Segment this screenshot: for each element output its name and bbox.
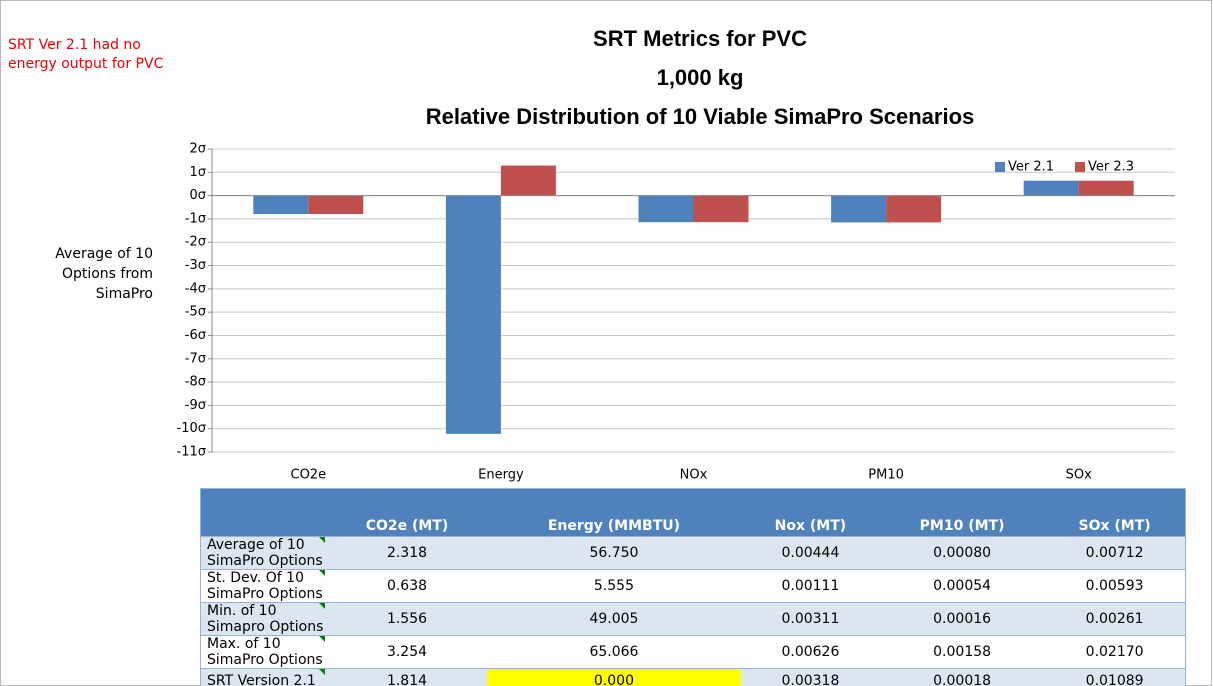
table-row: SRT Version 2.1 1.814 0.000 0.00318 0.00018 0… [200, 668, 1186, 686]
table-row: Max. of 10 SimaPro Options 3.254 65.066 0.0… [200, 635, 1186, 669]
y-tick-label: 0σ [189, 188, 206, 203]
row-label: Max. of 10 SimaPro Options [200, 635, 327, 669]
chart-title: SRT Metrics for PVC [593, 26, 807, 51]
y-tick-label: -2σ [185, 235, 206, 250]
table-cell: 56.750 [487, 536, 741, 570]
header-cell: CO2e (MT) [327, 488, 487, 537]
table-cell: 65.066 [487, 635, 741, 669]
bar [500, 165, 556, 196]
bar [308, 195, 364, 215]
table-cell: 0.00444 [740, 536, 880, 570]
x-tick-label: CO2e [291, 468, 327, 483]
table-cell: 0.00261 [1044, 602, 1186, 636]
x-tick-label: SOx [1066, 468, 1092, 483]
table-cell: 0.02170 [1044, 635, 1186, 669]
table-cell: 0.00111 [740, 569, 880, 603]
table-cell: 0.00158 [879, 635, 1045, 669]
y-tick-label: -8σ [185, 375, 206, 390]
header-cell: SOx (MT) [1044, 488, 1186, 537]
table-cell: 5.555 [487, 569, 741, 603]
table-cell: 0.00080 [879, 536, 1045, 570]
table-cell: 0.00016 [879, 602, 1045, 636]
table-cell: 0.000 [487, 668, 741, 686]
bar [1023, 180, 1079, 196]
table-row: Average of 10 SimaPro Options 2.318 56.750… [200, 536, 1186, 570]
bar [886, 195, 942, 223]
header-cell: PM10 (MT) [879, 488, 1045, 537]
bar [445, 195, 501, 434]
table-cell: 0.638 [327, 569, 487, 603]
table-cell: 1.814 [327, 668, 487, 686]
chart-subtitle: 1,000 kg [657, 65, 744, 90]
row-label: St. Dev. Of 10 SimaPro Options [200, 569, 327, 603]
table-cell: 3.254 [327, 635, 487, 669]
table-row: Min. of 10 Simapro Options 1.556 49.005 0.0… [200, 602, 1186, 636]
bar [638, 195, 694, 223]
y-tick-label: -6σ [185, 328, 206, 343]
table-cell: 0.00318 [740, 668, 880, 686]
table-cell: 0.00626 [740, 635, 880, 669]
row-label: Min. of 10 Simapro Options [200, 602, 327, 636]
header-cell [200, 488, 327, 537]
y-tick-label: -3σ [185, 258, 206, 273]
legend-label: Ver 2.3 [1088, 160, 1134, 175]
legend-label: Ver 2.1 [1008, 160, 1054, 175]
header-cell: Nox (MT) [740, 488, 880, 537]
row-label: Average of 10 SimaPro Options [200, 536, 327, 570]
y-tick-label: 2σ [189, 142, 206, 157]
y-tick-label: -4σ [185, 281, 206, 296]
x-tick-label: Energy [478, 468, 524, 483]
table-cell: 2.318 [327, 536, 487, 570]
y-axis-label: Average of 10 Options from SimaPro [55, 246, 153, 302]
table-cell: 0.00712 [1044, 536, 1186, 570]
bar [1078, 180, 1134, 196]
annotation: SRT Ver 2.1 had no energy output for PVC [8, 37, 164, 72]
y-tick-label: -11σ [177, 445, 206, 460]
table-cell: 0.01089 [1044, 668, 1186, 686]
chart-subtitle: Relative Distribution of 10 Viable SimaP… [426, 104, 975, 129]
bar [693, 195, 749, 223]
y-tick-label: -5σ [185, 305, 206, 320]
header-cell: Energy (MMBTU) [487, 488, 741, 537]
data-table: CO2e (MT) Energy (MMBTU) Nox (MT) PM10 (MT)… [200, 488, 1186, 686]
legend-swatch [1075, 162, 1085, 172]
y-tick-label: -7σ [185, 351, 206, 366]
x-tick-label: NOx [680, 468, 708, 483]
x-tick-label: PM10 [868, 468, 904, 483]
bar [253, 195, 309, 215]
table-cell: 0.00311 [740, 602, 880, 636]
row-label: SRT Version 2.1 [200, 668, 327, 686]
y-tick-label: -1σ [185, 211, 206, 226]
table-row: St. Dev. Of 10 SimaPro Options 0.638 5.555… [200, 569, 1186, 603]
y-tick-label: 1σ [189, 165, 206, 180]
table-cell: 49.005 [487, 602, 741, 636]
y-tick-label: -9σ [185, 398, 206, 413]
y-tick-label: -10σ [177, 421, 206, 436]
table-cell: 1.556 [327, 602, 487, 636]
table-cell: 0.00054 [879, 569, 1045, 603]
legend-swatch [995, 162, 1005, 172]
bar [831, 195, 887, 223]
table-cell: 0.00593 [1044, 569, 1186, 603]
table-cell: 0.00018 [879, 668, 1045, 686]
